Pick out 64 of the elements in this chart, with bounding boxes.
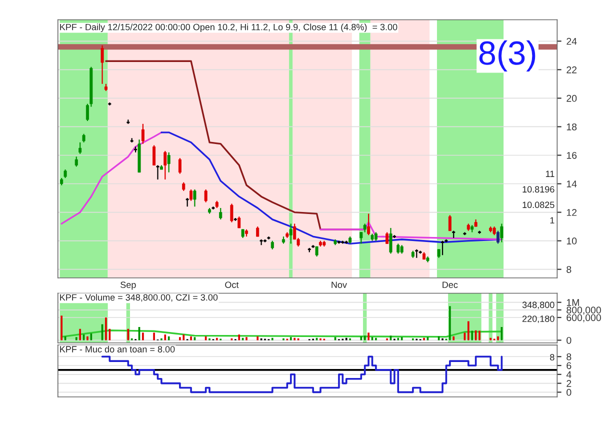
y-tick-label: 24 bbox=[566, 38, 577, 45]
y-tick-label: 8 bbox=[566, 266, 572, 273]
candlestick bbox=[141, 123, 144, 144]
y-tick-label: 2 bbox=[566, 380, 572, 387]
y-tick-label: 10 bbox=[566, 238, 577, 244]
annotation: 220,180 bbox=[522, 316, 554, 324]
annotation: 1 bbox=[550, 217, 554, 224]
y-tick-label: 1M bbox=[566, 299, 579, 306]
candlestick bbox=[230, 203, 234, 223]
line-series bbox=[60, 132, 162, 225]
annotation: 348,800 bbox=[522, 302, 554, 310]
candlestick bbox=[396, 243, 400, 254]
candlestick bbox=[256, 226, 260, 238]
y-tick-label: 6 bbox=[566, 362, 572, 370]
y-tick-label: 14 bbox=[566, 180, 577, 188]
chart-title: KPF - Daily 12/15/2022 00:00:00 Open 10.2, Hi 11.2, Lo 9.9, Close 11 (4.8%) = 3.00 bbox=[60, 24, 398, 32]
candlestick bbox=[389, 227, 392, 254]
candlestick bbox=[386, 232, 389, 244]
y-tick-label: 0 bbox=[566, 388, 572, 396]
annotation: 8(3) bbox=[479, 40, 536, 72]
y-tick-label: 4 bbox=[566, 371, 572, 378]
candlestick bbox=[190, 188, 193, 202]
y-tick-label: 16 bbox=[566, 152, 577, 159]
line-series bbox=[160, 132, 503, 244]
candlestick bbox=[78, 142, 82, 154]
candlestick bbox=[178, 158, 182, 174]
candlestick bbox=[440, 240, 445, 256]
annotation: 8 bbox=[550, 354, 554, 360]
annotation: 10.0825 bbox=[522, 202, 554, 208]
candlestick bbox=[289, 223, 292, 244]
candlestick bbox=[219, 207, 222, 220]
candlestick bbox=[167, 152, 170, 173]
candlestick bbox=[100, 44, 104, 84]
y-tick-label: 800,000 bbox=[566, 306, 601, 315]
candlestick bbox=[238, 216, 241, 229]
y-tick-label: 0 bbox=[566, 336, 572, 344]
candlestick bbox=[156, 164, 160, 180]
annotation: 11 bbox=[546, 170, 554, 177]
line-series bbox=[60, 330, 503, 338]
candlestick bbox=[164, 150, 167, 180]
x-tick-label: Dec bbox=[442, 282, 458, 288]
chart-title: KPF - Volume = 348,800.00, CZI = 3.00 bbox=[60, 294, 218, 302]
candlestick bbox=[367, 213, 370, 236]
x-tick-label: Sep bbox=[120, 282, 136, 290]
candlestick bbox=[193, 188, 196, 208]
y-tick-label: 8 bbox=[566, 353, 572, 360]
candlestick bbox=[204, 188, 208, 203]
annotation: 10.8196 bbox=[522, 186, 554, 193]
x-tick-label: Nov bbox=[332, 282, 347, 288]
candlestick bbox=[500, 223, 504, 243]
y-tick-label: 12 bbox=[566, 209, 577, 216]
candlestick bbox=[259, 238, 264, 246]
y-tick-label: 20 bbox=[566, 94, 577, 102]
line-series bbox=[320, 221, 503, 240]
candlestick bbox=[496, 230, 500, 244]
candlestick bbox=[315, 246, 318, 258]
y-tick-label: 18 bbox=[566, 123, 577, 130]
candlestick bbox=[448, 214, 452, 232]
y-tick-label: 22 bbox=[566, 66, 577, 74]
y-tick-label: 600,000 bbox=[566, 314, 601, 322]
chart-title: KPF - Muc do an toan = 8.00 bbox=[60, 346, 175, 352]
x-tick-label: Oct bbox=[225, 282, 239, 288]
candlestick bbox=[74, 156, 78, 168]
candlestick bbox=[152, 144, 156, 166]
